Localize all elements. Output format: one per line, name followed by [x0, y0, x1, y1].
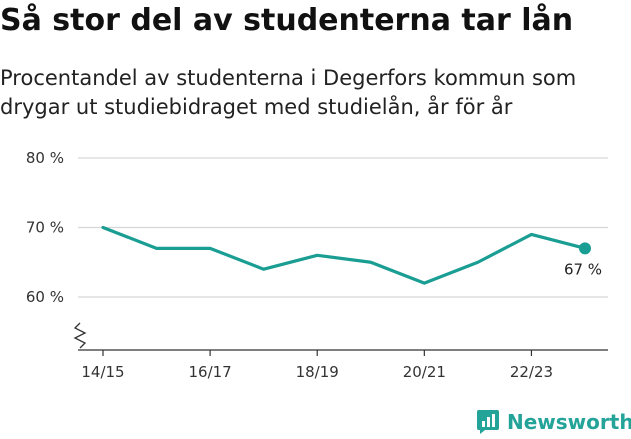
series-line	[101, 225, 587, 285]
x-tick-label: 16/17	[188, 363, 231, 381]
x-tick-label: 18/19	[296, 363, 339, 381]
y-tick-label: 80 %	[26, 149, 64, 167]
x-tick-label: 20/21	[403, 363, 446, 381]
axis-break-icon	[73, 322, 87, 349]
newsworthy-logo-icon	[477, 410, 499, 434]
x-axis-ticks: 14/15 16/17 18/19 20/21 22/23	[81, 350, 553, 381]
end-point-marker	[579, 242, 591, 255]
brand-name: Newsworthy	[507, 410, 631, 434]
brand-logo: Newsworthy	[476, 407, 631, 437]
gridlines	[78, 157, 608, 298]
chart-title: Så stor del av studenterna tar lån	[0, 3, 574, 38]
y-axis-ticks: 60 % 70 % 80 %	[26, 149, 64, 306]
series-group: 67 %	[101, 225, 602, 285]
end-value-label: 67 %	[564, 260, 602, 278]
y-tick-label: 70 %	[26, 219, 64, 237]
y-tick-label: 60 %	[26, 288, 64, 306]
x-tick-label: 22/23	[510, 363, 553, 381]
x-tick-label: 14/15	[81, 363, 124, 381]
chart-subtitle: Procentandel av studenterna i Degerfors …	[0, 66, 577, 119]
line-chart: 60 % 70 % 80 % 14/15 16/17 18/19 20/21 22/23 6…	[26, 149, 608, 381]
x-axis	[73, 322, 608, 351]
